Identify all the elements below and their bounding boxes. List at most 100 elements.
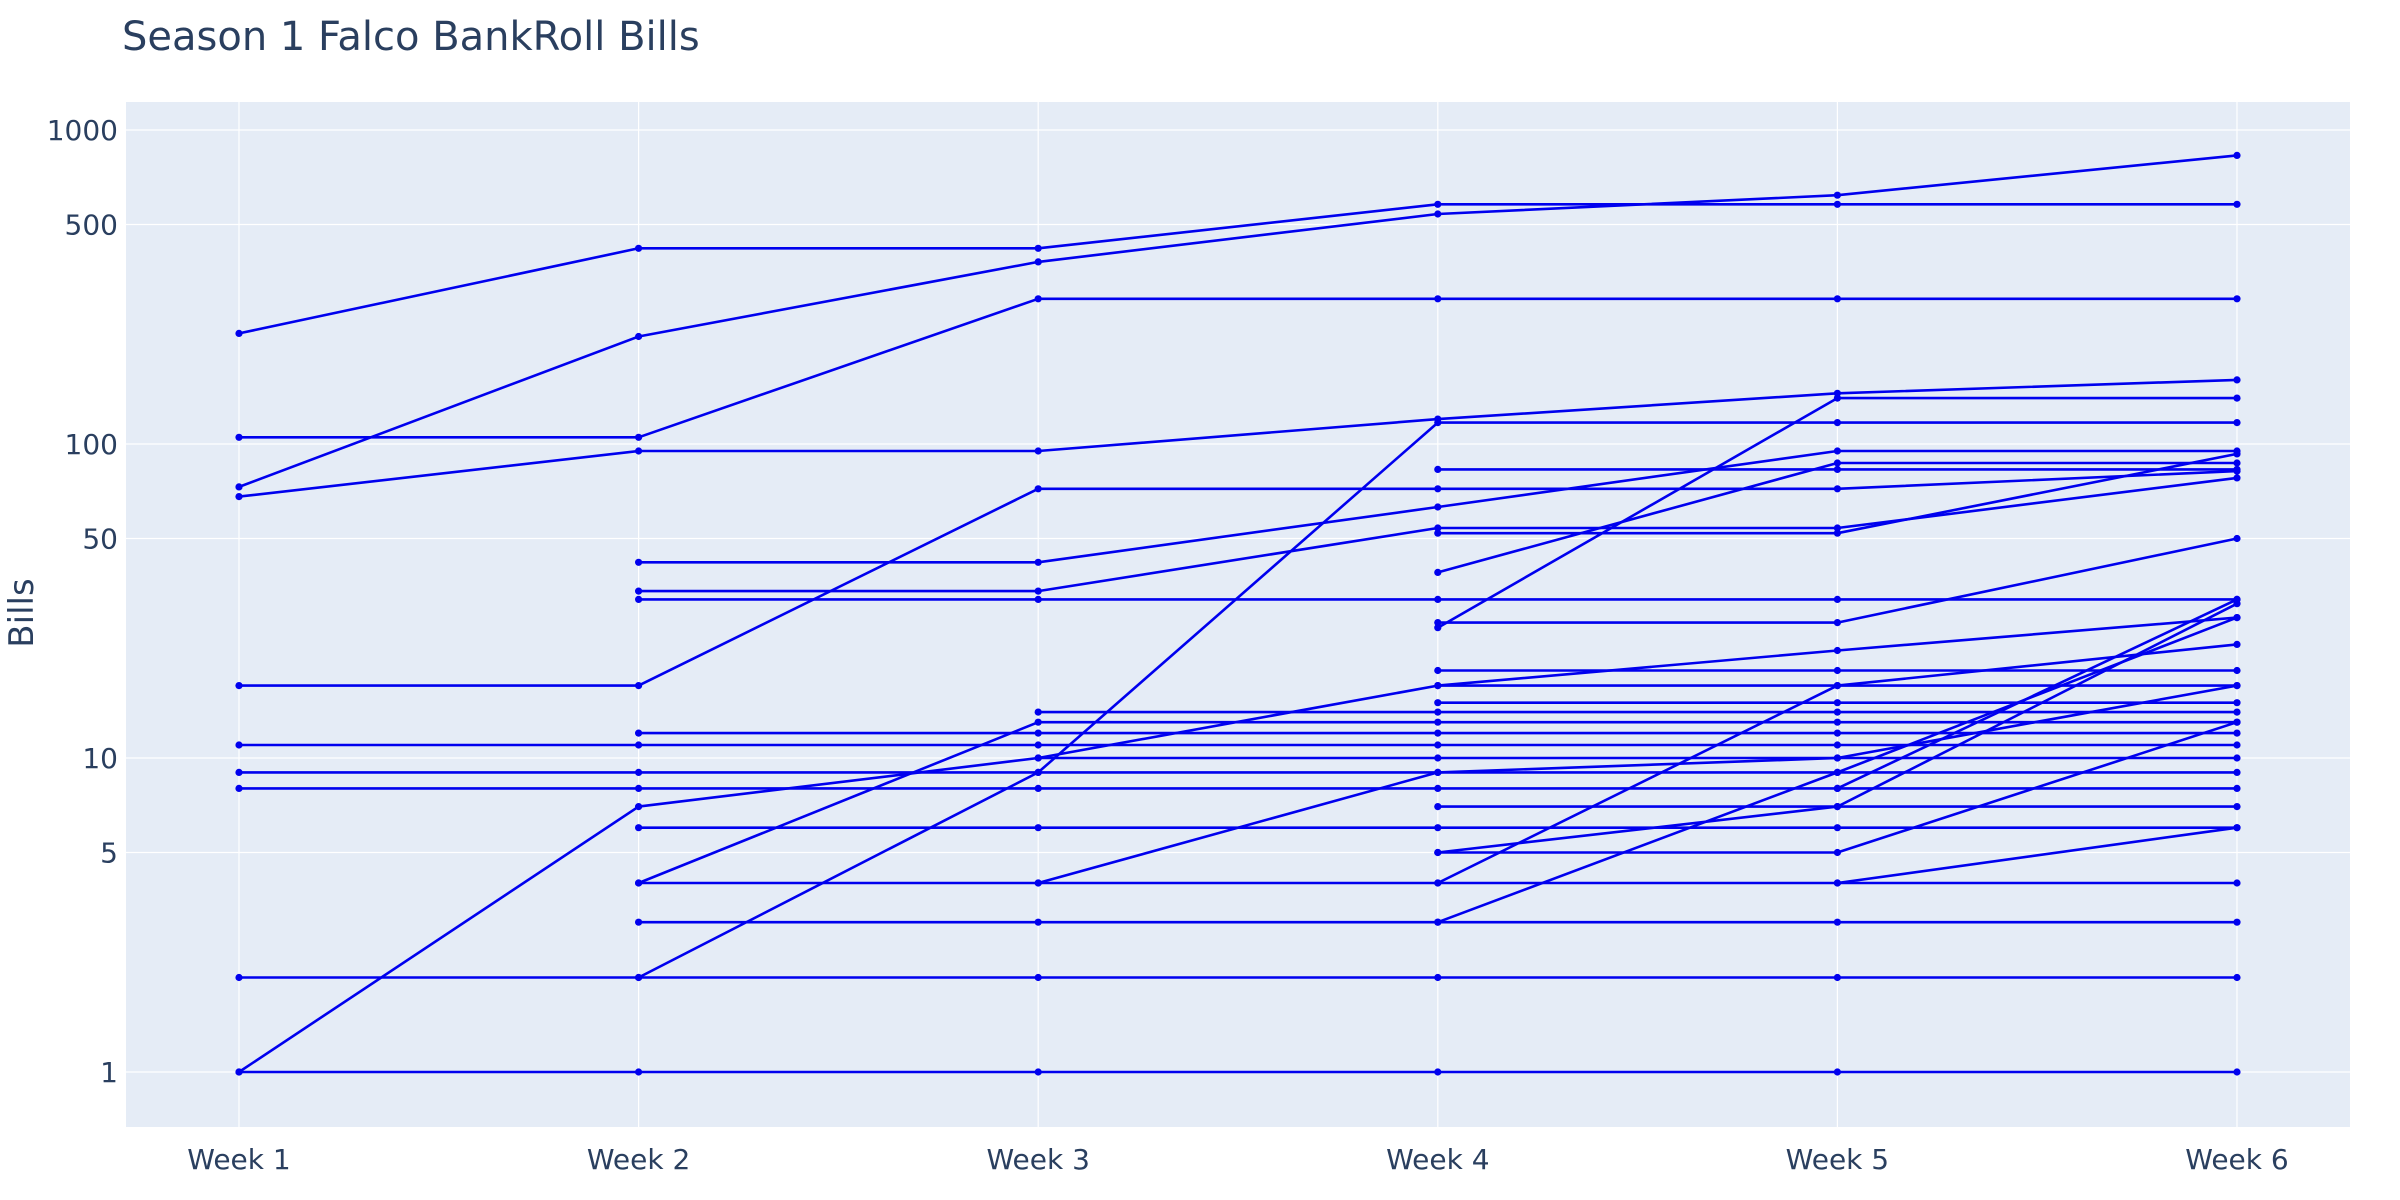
data-point (1434, 708, 1442, 716)
data-point (1434, 465, 1442, 473)
data-point (235, 741, 243, 749)
data-point (1833, 485, 1841, 493)
data-point (2233, 640, 2241, 649)
x-tick-label: Week 2 (587, 1143, 690, 1176)
data-point (1034, 1068, 1042, 1076)
data-point (2233, 614, 2241, 622)
data-point (635, 879, 643, 887)
data-point (2233, 465, 2241, 473)
data-point (1434, 419, 1442, 427)
data-point (635, 447, 643, 455)
data-point (1434, 595, 1442, 604)
plot-area (126, 102, 2350, 1127)
data-point (635, 558, 643, 566)
data-point (1434, 624, 1442, 632)
data-point (2233, 419, 2241, 427)
data-point (1434, 568, 1442, 577)
data-point (1833, 465, 1841, 473)
data-point (2233, 741, 2241, 749)
data-point (235, 1068, 243, 1076)
data-point (1434, 619, 1442, 627)
data-point (1833, 447, 1841, 455)
data-point (1434, 200, 1442, 208)
data-point (1434, 718, 1442, 726)
data-point (635, 244, 643, 252)
data-point (1434, 803, 1442, 811)
data-point (2233, 474, 2241, 482)
data-point (635, 918, 643, 926)
y-tick-label: 100 (65, 428, 118, 461)
data-point (2233, 718, 2241, 726)
data-point (235, 493, 243, 501)
data-point (1034, 587, 1042, 595)
data-point (1833, 824, 1841, 832)
data-point (235, 973, 243, 982)
y-tick-label: 5 (100, 837, 118, 870)
data-point (1833, 784, 1841, 793)
data-point (2233, 973, 2241, 982)
data-point (1833, 394, 1841, 402)
data-point (1833, 848, 1841, 857)
data-point (1833, 295, 1841, 303)
data-point (1434, 210, 1442, 218)
data-point (635, 741, 643, 749)
data-point (1034, 244, 1042, 252)
data-point (1833, 708, 1841, 716)
x-tick-label: Week 6 (2185, 1143, 2288, 1176)
data-point (1034, 485, 1042, 493)
data-point (1034, 447, 1042, 455)
data-point (1434, 524, 1442, 532)
data-point (1434, 741, 1442, 749)
data-point (1034, 708, 1042, 716)
data-point (1833, 200, 1841, 208)
data-point (1034, 558, 1042, 566)
data-point (1833, 459, 1841, 467)
x-tick-label: Week 5 (1786, 1143, 1889, 1176)
data-point (1833, 529, 1841, 537)
data-point (1434, 918, 1442, 926)
series-line-1 (238, 203, 2237, 335)
data-point (635, 595, 643, 604)
data-point (1034, 718, 1042, 726)
data-point (1434, 824, 1442, 832)
data-point (1833, 803, 1841, 811)
data-point (2233, 768, 2241, 777)
data-point (635, 784, 643, 793)
data-point (2233, 295, 2241, 303)
data-point (235, 483, 243, 491)
data-point (2233, 534, 2241, 543)
y-tick-label: 1000 (47, 114, 118, 147)
data-point (1833, 419, 1841, 427)
data-point (235, 784, 243, 793)
data-point (1034, 824, 1042, 832)
data-point (2233, 879, 2241, 887)
data-point (635, 729, 643, 737)
data-point (1833, 741, 1841, 749)
data-point (2233, 595, 2241, 604)
data-point (1833, 768, 1841, 777)
data-point (635, 587, 643, 595)
series-line-5 (239, 469, 2238, 687)
data-point (1833, 595, 1841, 604)
series-line-38 (1837, 826, 2238, 885)
data-point (1434, 973, 1442, 982)
data-point (635, 682, 643, 690)
data-point (2233, 1068, 2241, 1076)
data-point (2233, 459, 2241, 467)
data-point (1034, 784, 1042, 793)
data-point (1434, 768, 1442, 777)
data-point (1833, 699, 1841, 707)
data-point (1434, 666, 1442, 675)
data-point (635, 332, 643, 341)
y-tick-label: 50 (82, 523, 118, 556)
data-point (1434, 485, 1442, 493)
y-tick-label: 500 (65, 209, 118, 242)
data-point (2233, 708, 2241, 716)
data-point (1034, 729, 1042, 737)
data-point (2233, 824, 2241, 832)
data-point (1833, 754, 1841, 762)
data-point (1034, 258, 1042, 266)
data-point (1034, 918, 1042, 926)
data-point (1833, 646, 1841, 655)
